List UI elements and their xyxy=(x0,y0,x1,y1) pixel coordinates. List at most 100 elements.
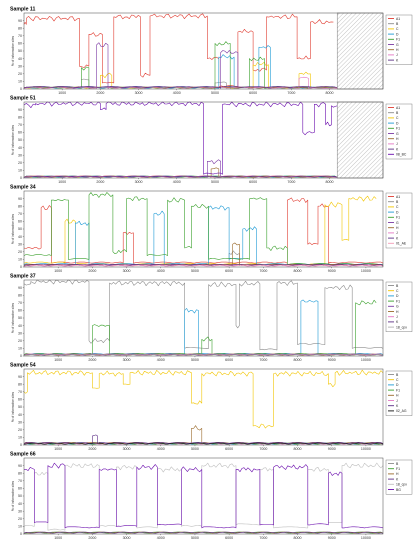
y-tick-label: 90 xyxy=(18,108,22,112)
y-tick-label: 50 xyxy=(18,138,22,142)
legend-label: K xyxy=(396,477,399,481)
x-tick-label: 3000 xyxy=(135,180,143,184)
y-tick-label: 20 xyxy=(18,339,22,343)
chart-panel: Sample 54 % of informative sites 0 10 20 30 40… xyxy=(10,363,413,451)
x-tick-label: 7000 xyxy=(287,180,295,184)
x-tick-label: 4000 xyxy=(157,269,165,273)
legend-label: H xyxy=(396,48,399,52)
legend-label: J xyxy=(396,315,398,319)
series-line-02_AG xyxy=(23,442,384,445)
y-tick-label: 70 xyxy=(18,212,22,216)
x-tick-label: 2000 xyxy=(88,536,96,540)
legend-label: K xyxy=(396,236,399,240)
legend-label: J xyxy=(396,53,398,57)
series-line-18_cpx xyxy=(23,462,384,531)
series-line-B xyxy=(23,279,384,351)
y-tick-label: 70 xyxy=(18,390,22,394)
y-tick-label: 30 xyxy=(18,242,22,246)
series-line-K xyxy=(23,86,338,88)
legend xyxy=(385,459,413,495)
y-tick-label: 30 xyxy=(18,64,22,68)
legend-label: H xyxy=(396,310,399,314)
x-tick-label: 8000 xyxy=(294,536,302,540)
x-tick-label: 1000 xyxy=(54,447,62,451)
legend-label: C xyxy=(396,378,399,382)
legend-label: B xyxy=(396,373,399,377)
y-tick-label: 20 xyxy=(18,161,22,165)
y-axis-label: % of informative sites xyxy=(11,213,15,244)
legend-label: 08_BC xyxy=(396,153,407,157)
x-tick-label: 3000 xyxy=(123,447,131,451)
x-tick-label: 3000 xyxy=(123,358,131,362)
x-tick-label: 5000 xyxy=(191,447,199,451)
x-tick-label: 4000 xyxy=(173,180,181,184)
y-tick-label: 70 xyxy=(18,123,22,127)
x-tick-label: 8000 xyxy=(294,447,302,451)
x-tick-label: 10000 xyxy=(361,447,371,451)
y-axis-label: % of informative sites xyxy=(11,302,15,333)
y-axis-label: % of informative sites xyxy=(11,124,15,155)
y-tick-label: 10 xyxy=(18,347,22,351)
y-tick-label: 60 xyxy=(18,309,22,313)
x-tick-label: 6000 xyxy=(225,358,233,362)
legend-label: D xyxy=(396,121,399,125)
y-tick-label: 40 xyxy=(18,146,22,150)
x-tick-label: 1000 xyxy=(54,358,62,362)
legend-label: G xyxy=(396,132,399,136)
legend-label: K xyxy=(396,404,399,408)
plot-area xyxy=(24,13,383,89)
y-tick-label: 0 xyxy=(20,87,22,91)
legend-label: K xyxy=(396,147,399,151)
plot-frame xyxy=(23,457,384,535)
y-tick-label: 10 xyxy=(18,169,22,173)
x-tick-label: 9000 xyxy=(328,447,336,451)
x-tick-label: 6000 xyxy=(249,180,257,184)
legend-label: A1 xyxy=(396,17,400,21)
x-tick-label: 1000 xyxy=(54,536,62,540)
y-tick-label: 10 xyxy=(18,525,22,529)
x-tick-label: 9000 xyxy=(328,536,336,540)
y-tick-label: 90 xyxy=(18,197,22,201)
series-line-A1 xyxy=(23,13,334,87)
chart-panel: Sample 11 % of informative sites 0 10 20 30 40… xyxy=(10,7,413,95)
x-tick-label: 6000 xyxy=(225,447,233,451)
y-tick-label: 80 xyxy=(18,293,22,297)
y-tick-label: 90 xyxy=(18,286,22,290)
legend-label: 18_cpx xyxy=(396,325,407,329)
legend-label: C xyxy=(396,205,399,209)
x-tick-label: 2000 xyxy=(96,91,104,95)
legend-label: H xyxy=(396,394,399,398)
x-tick-label: 7000 xyxy=(259,269,267,273)
y-tick-label: 40 xyxy=(18,235,22,239)
y-tick-label: 0 xyxy=(20,176,22,180)
x-tick-label: 6000 xyxy=(225,536,233,540)
legend-label: F1 xyxy=(396,216,400,220)
x-tick-label: 5000 xyxy=(191,269,199,273)
legend-label: A1 xyxy=(396,106,400,110)
legend-label: K xyxy=(396,58,399,62)
y-tick-label: 80 xyxy=(18,471,22,475)
plot-frame xyxy=(23,368,384,446)
series-line-F1 xyxy=(23,192,383,266)
x-tick-label: 5000 xyxy=(211,180,219,184)
y-tick-label: 40 xyxy=(18,57,22,61)
y-axis-label: % of informative sites xyxy=(11,480,15,511)
chart-panel: Sample 51 % of informative sites 0 10 20 30 40… xyxy=(10,96,413,184)
legend-label: J xyxy=(396,399,398,403)
y-tick-label: 30 xyxy=(18,153,22,157)
series-line-K xyxy=(23,434,384,444)
y-tick-label: 50 xyxy=(18,49,22,53)
no-data-hatch xyxy=(336,101,384,179)
x-tick-label: 3000 xyxy=(123,269,131,273)
legend xyxy=(385,103,413,160)
no-data-hatch xyxy=(336,12,384,90)
y-tick-label: 60 xyxy=(18,131,22,135)
y-tick-label: 20 xyxy=(18,428,22,432)
legend-label: F1 xyxy=(396,388,400,392)
plot-area xyxy=(24,191,383,267)
x-tick-label: 2000 xyxy=(88,358,96,362)
x-tick-label: 3000 xyxy=(135,91,143,95)
y-tick-label: 60 xyxy=(18,398,22,402)
series-line-K xyxy=(23,263,384,266)
x-tick-label: 1000 xyxy=(58,180,66,184)
